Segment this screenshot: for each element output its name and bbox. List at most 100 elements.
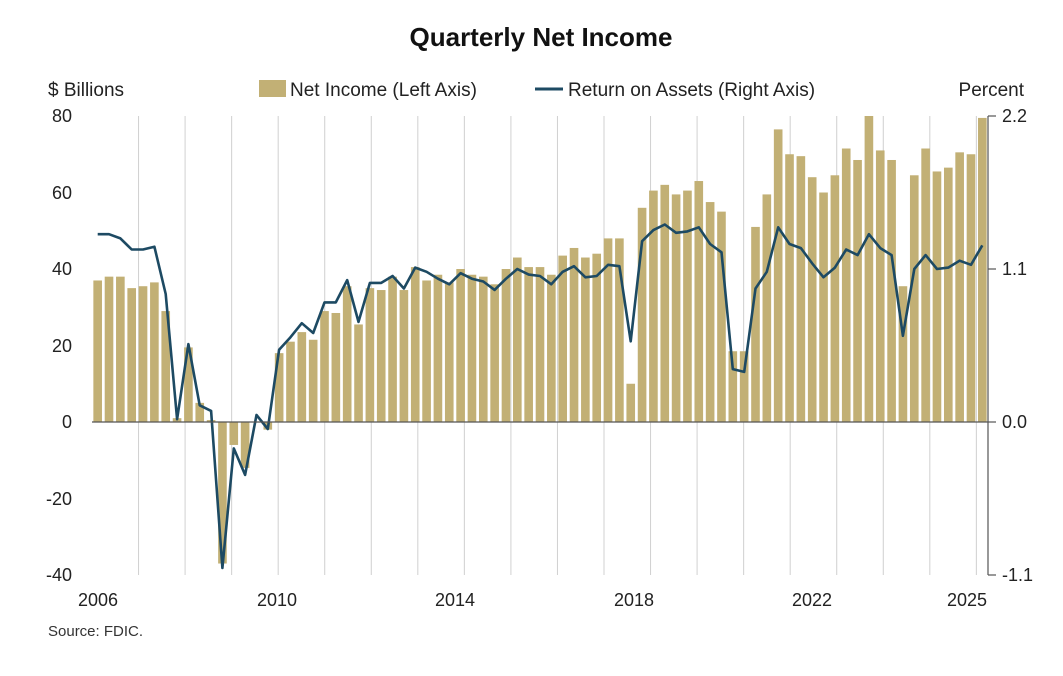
net-income-bar <box>796 156 806 422</box>
net-income-bar <box>116 276 125 422</box>
chart-title: Quarterly Net Income <box>410 22 673 52</box>
net-income-bar <box>773 129 783 422</box>
x-tick-label: 2006 <box>78 590 118 610</box>
net-income-bar <box>785 154 794 422</box>
net-income-bar <box>240 422 250 468</box>
net-income-bar <box>422 280 431 422</box>
net-income-bar <box>478 276 488 422</box>
net-income-bar <box>320 311 329 422</box>
net-income-bar <box>762 194 772 422</box>
net-income-bar <box>376 290 386 422</box>
x-axis-ticks: 2006 2010 2014 2018 2022 2025 <box>78 590 987 610</box>
net-income-bar <box>875 150 885 423</box>
source-note: Source: FDIC. <box>48 623 143 640</box>
net-income-bar <box>513 257 522 422</box>
gridlines <box>138 116 977 575</box>
right-tick-label: 0.0 <box>1002 412 1027 432</box>
left-tick-label: 60 <box>52 183 72 203</box>
net-income-bar <box>331 312 341 422</box>
x-tick-label: 2014 <box>435 590 475 610</box>
net-income-bar <box>93 280 102 422</box>
left-tick-label: 0 <box>62 412 72 432</box>
x-tick-label: 2010 <box>257 590 297 610</box>
net-income-bars <box>93 116 987 564</box>
left-tick-label: -40 <box>46 565 72 585</box>
axes <box>92 115 996 576</box>
net-income-bar <box>671 194 681 422</box>
net-income-bar <box>694 181 704 422</box>
net-income-bar <box>558 255 567 422</box>
net-income-bar <box>603 238 613 422</box>
net-income-bar <box>978 117 987 422</box>
net-income-bar <box>547 274 556 422</box>
net-income-bar <box>739 351 749 422</box>
legend-label-net-income: Net Income (Left Axis) <box>290 80 477 101</box>
net-income-bar <box>399 290 409 422</box>
net-income-bar <box>229 422 239 445</box>
net-income-bar <box>683 190 692 422</box>
net-income-bar <box>342 286 352 422</box>
net-income-bar <box>286 341 295 422</box>
net-income-bar <box>524 267 533 422</box>
net-income-bar <box>966 154 976 422</box>
net-income-bar <box>853 159 862 423</box>
net-income-bar <box>308 339 318 422</box>
left-axis-ticks: 80 60 40 20 0 -20 -40 <box>46 106 72 585</box>
x-tick-label: 2025 <box>947 590 987 610</box>
net-income-bar <box>410 267 420 422</box>
left-axis-unit-label: $ Billions <box>48 80 124 101</box>
net-income-bar <box>297 332 307 422</box>
right-tick-label: -1.1 <box>1002 565 1033 585</box>
net-income-bar <box>444 282 454 422</box>
net-income-bar <box>433 274 443 422</box>
net-income-bar <box>819 192 828 422</box>
net-income-bar <box>104 276 114 422</box>
net-income-bar <box>830 175 840 422</box>
net-income-bar <box>150 282 159 422</box>
net-income-bar <box>569 247 579 422</box>
net-income-bar <box>365 288 375 422</box>
net-income-bar <box>705 202 715 422</box>
net-income-bar <box>138 286 148 422</box>
net-income-bar <box>592 253 602 422</box>
return-on-assets-line <box>97 223 984 570</box>
net-income-bar <box>467 274 477 422</box>
net-income-bar <box>955 152 964 422</box>
right-axis-ticks: 2.2 1.1 0.0 -1.1 <box>1002 106 1033 585</box>
net-income-bar <box>932 171 942 422</box>
net-income-bar <box>218 422 227 564</box>
net-income-bar <box>354 324 363 422</box>
net-income-bar <box>637 207 647 422</box>
x-tick-label: 2018 <box>614 590 654 610</box>
net-income-bar <box>807 177 817 422</box>
left-tick-label: -20 <box>46 489 72 509</box>
net-income-bar <box>921 148 930 422</box>
net-income-bar <box>127 288 137 422</box>
net-income-bar <box>456 269 465 422</box>
right-tick-label: 1.1 <box>1002 259 1027 279</box>
return-on-assets-line-layer <box>97 223 984 570</box>
net-income-bar <box>864 116 874 422</box>
net-income-bar <box>535 267 545 422</box>
net-income-bar <box>841 148 851 422</box>
net-income-bar <box>717 211 726 422</box>
net-income-bar <box>626 383 636 422</box>
net-income-bar <box>943 167 953 422</box>
net-income-bar <box>184 347 193 422</box>
right-axis-unit-label: Percent <box>959 80 1025 101</box>
net-income-bar <box>161 311 171 422</box>
net-income-bar <box>649 190 658 422</box>
legend: Net Income (Left Axis) Return on Assets … <box>259 80 815 101</box>
net-income-bar <box>490 284 499 422</box>
net-income-bar <box>615 238 624 422</box>
net-income-bar <box>660 184 670 422</box>
net-income-bar <box>274 353 284 422</box>
net-income-bar <box>751 226 760 422</box>
legend-label-return-on-assets: Return on Assets (Right Axis) <box>568 80 815 101</box>
net-income-bar <box>581 257 590 422</box>
left-tick-label: 80 <box>52 106 72 126</box>
left-tick-label: 40 <box>52 259 72 279</box>
left-tick-label: 20 <box>52 336 72 356</box>
